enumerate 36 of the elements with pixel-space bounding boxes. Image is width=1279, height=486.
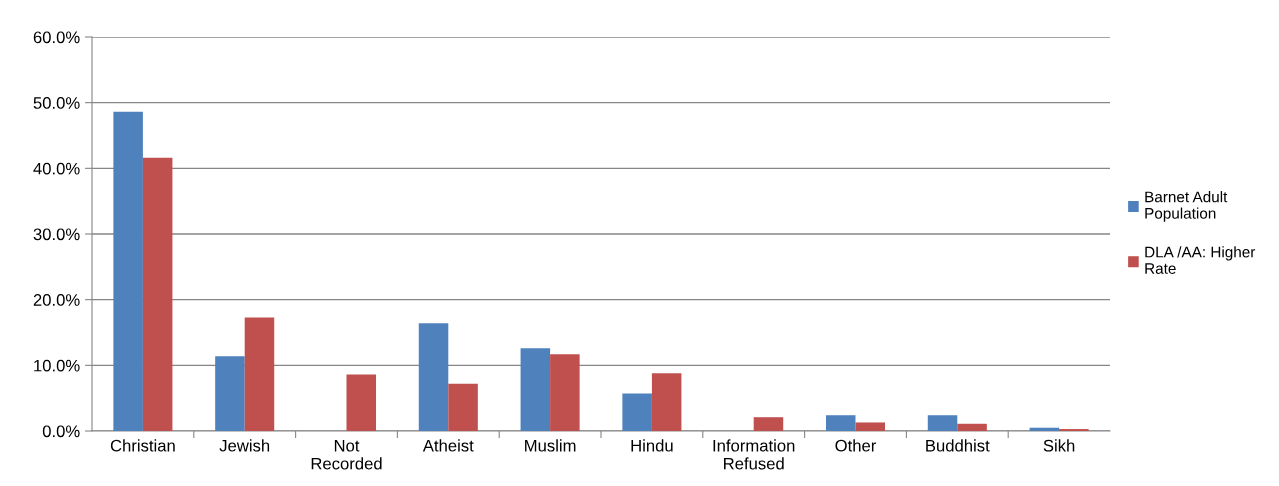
bar (520, 348, 551, 431)
bar (113, 111, 143, 431)
bar (142, 157, 173, 431)
bar (957, 423, 987, 431)
y-tick-label: 0.0% (42, 425, 80, 438)
bar (448, 383, 478, 431)
x-tick-label: Buddhist (926, 439, 990, 452)
bar (651, 373, 682, 431)
y-tick-label: 10.0% (34, 359, 80, 372)
x-tick-label: Christian (110, 439, 175, 452)
bar (825, 415, 856, 431)
bar (927, 415, 958, 431)
y-tick-label: 50.0% (33, 97, 80, 109)
bar (855, 422, 886, 431)
x-tick-label: Atheist (422, 439, 474, 452)
bar (346, 374, 377, 431)
bar (215, 356, 245, 431)
x-tick-label: Jewish (219, 439, 270, 452)
x-tick-label: Hindu (631, 439, 673, 452)
bar (622, 393, 652, 431)
bar (550, 354, 580, 431)
x-tick-label: Sikh (1043, 439, 1075, 452)
x-tick-label: Information Refused (713, 439, 795, 470)
x-tick-label: Other (835, 439, 877, 452)
legend-label: DLA /AA: Higher Rate (1145, 246, 1256, 274)
y-tick-label: 40.0% (33, 162, 80, 175)
bar (244, 317, 275, 431)
y-tick-label: 60.0% (33, 31, 80, 44)
legend-label: Barnet Adult Population (1145, 191, 1228, 222)
x-tick-label: Muslim (525, 439, 576, 452)
bar (753, 417, 784, 431)
bar (1029, 427, 1060, 431)
y-tick-label: 20.0% (33, 294, 80, 306)
x-tick-label: Not Recorded (311, 439, 382, 470)
bar (418, 323, 449, 431)
y-tick-label: 30.0% (33, 228, 80, 241)
